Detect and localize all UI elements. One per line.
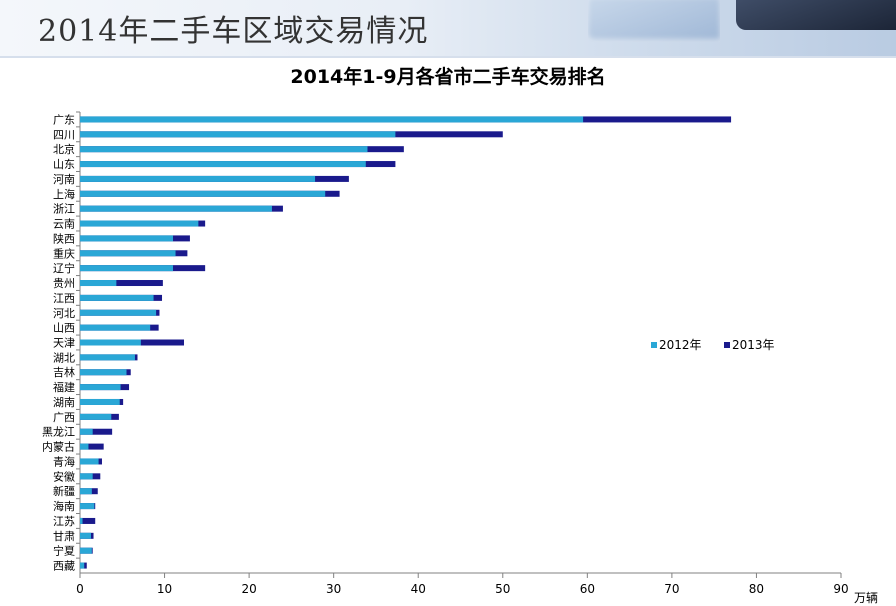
bar-2012 <box>80 473 93 480</box>
category-label: 海南 <box>53 499 75 513</box>
bar-2012 <box>80 369 127 376</box>
legend-swatch-2012 <box>651 342 657 348</box>
bar-2012 <box>80 458 99 465</box>
x-tick-label: 60 <box>580 582 595 596</box>
bar-2012 <box>80 428 93 435</box>
category-label: 广东 <box>53 113 75 126</box>
bar-2012 <box>80 488 92 495</box>
category-label: 福建 <box>53 380 75 394</box>
category-label: 吉林 <box>53 365 75 379</box>
category-label: 辽宁 <box>53 261 75 275</box>
x-tick-label: 50 <box>495 582 510 596</box>
x-tick-label: 20 <box>241 582 256 596</box>
x-tick-label: 80 <box>749 582 764 596</box>
header-banner: 2014年二手车区域交易情况 <box>0 0 896 56</box>
chart-title: 2014年1-9月各省市二手车交易排名 <box>290 66 606 88</box>
category-label: 河南 <box>53 173 75 186</box>
category-label: 陕西 <box>53 231 75 245</box>
bar-2012 <box>80 324 151 331</box>
header-decoration-dark <box>736 0 896 30</box>
bar-2012 <box>80 205 272 212</box>
bar-2012 <box>80 235 174 242</box>
bar-2012 <box>80 175 316 182</box>
category-label: 安徽 <box>53 469 75 483</box>
bar-2012 <box>80 265 174 272</box>
category-label: 浙江 <box>53 203 75 216</box>
bar-2012 <box>80 294 154 301</box>
category-label: 青海 <box>53 454 75 468</box>
category-label: 四川 <box>53 128 75 141</box>
bar-2012 <box>80 532 91 539</box>
category-label: 新疆 <box>53 484 75 498</box>
category-label: 上海 <box>53 187 75 201</box>
bar-2012 <box>80 161 366 168</box>
bar-2012 <box>80 116 584 123</box>
bar-2012 <box>80 443 89 450</box>
bar-2012 <box>80 250 176 257</box>
bar-2012 <box>80 309 157 316</box>
category-label: 云南 <box>53 218 75 231</box>
bar-2012 <box>80 354 135 361</box>
category-label: 山东 <box>53 158 75 171</box>
category-label: 湖南 <box>53 396 75 409</box>
bar-2012 <box>80 146 368 153</box>
category-label: 江西 <box>53 292 75 305</box>
x-tick-label: 30 <box>326 582 341 596</box>
bar-2013 <box>80 517 96 524</box>
category-label: 宁夏 <box>53 544 75 558</box>
category-label: 黑龙江 <box>42 426 75 439</box>
category-label: 重庆 <box>53 246 75 260</box>
bar-2012 <box>80 562 85 569</box>
bar-2013 <box>80 280 163 287</box>
bar-2012 <box>80 413 112 420</box>
bar-2012 <box>80 398 120 405</box>
bar-2012 <box>80 547 92 554</box>
category-label: 内蒙古 <box>42 440 75 454</box>
x-tick-label: 70 <box>664 582 679 596</box>
bar-2012 <box>80 131 396 138</box>
bar-2012 <box>80 503 95 510</box>
header-divider <box>0 56 896 58</box>
legend-label-2012: 2012年 <box>659 338 702 352</box>
x-tick-label: 90 <box>833 582 848 596</box>
category-label: 贵州 <box>53 277 75 290</box>
x-tick-label: 0 <box>76 582 84 596</box>
bar-2012 <box>80 190 326 197</box>
bar-2012 <box>80 280 117 287</box>
bar-2012 <box>80 339 141 346</box>
category-label: 西藏 <box>53 560 75 573</box>
category-label: 河北 <box>53 307 75 320</box>
legend-swatch-2013 <box>724 342 730 348</box>
category-label: 北京 <box>53 142 75 156</box>
category-label: 天津 <box>53 337 75 350</box>
bar-2012 <box>80 517 83 524</box>
x-tick-label: 10 <box>157 582 172 596</box>
header-decoration-light <box>588 0 720 42</box>
x-tick-label: 40 <box>411 582 426 596</box>
legend-label-2013: 2013年 <box>732 338 775 352</box>
category-label: 甘肃 <box>53 530 75 543</box>
bar-2012 <box>80 220 199 227</box>
bar-2012 <box>80 384 121 391</box>
category-label: 山西 <box>53 322 75 335</box>
page-title: 2014年二手车区域交易情况 <box>38 14 429 49</box>
category-label: 江苏 <box>53 515 75 528</box>
x-axis-unit: 万辆 <box>854 591 878 605</box>
bar-2013 <box>80 428 113 435</box>
bar-2013 <box>80 443 104 450</box>
category-label: 广西 <box>53 411 75 424</box>
category-label: 湖北 <box>53 351 75 364</box>
